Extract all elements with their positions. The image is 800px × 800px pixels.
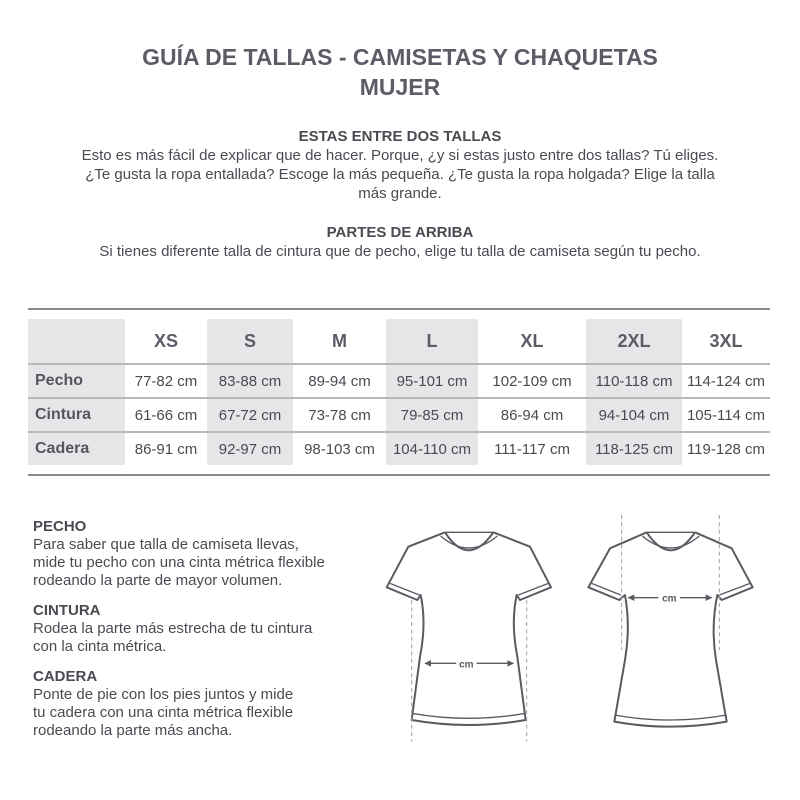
- size-header: 3XL: [709, 330, 743, 351]
- tshirt-chest-diagram: [587, 515, 754, 728]
- page-title: GUÍA DE TALLAS - CAMISETAS Y CHAQUETAS M…: [142, 44, 658, 100]
- divider: [28, 308, 770, 310]
- table-row: Cadera 86-91 cm 92-97 cm 98-103 cm 104-1…: [28, 431, 770, 465]
- table-header: XS S M L XL 2XL 3XL: [28, 319, 770, 364]
- table-row: Cintura 61-66 cm 67-72 cm 73-78 cm 79-85…: [28, 397, 770, 432]
- size-header: XS: [153, 330, 178, 351]
- between-sizes-section: ESTAS ENTRE DOS TALLAS Esto es más fácil…: [40, 127, 760, 203]
- size-table: XS S M L XL 2XL 3XL Pecho 77-82 cm 83-88…: [28, 319, 770, 465]
- divider: [28, 474, 770, 476]
- size-header: M: [332, 330, 347, 351]
- section-heading: ESTAS ENTRE DOS TALLAS: [298, 128, 502, 145]
- chest-cm-label: cm: [662, 594, 677, 605]
- section-heading: PARTES DE ARRIBA: [326, 224, 474, 241]
- size-header: XL: [520, 330, 544, 351]
- hip-cm-label: cm: [459, 659, 474, 670]
- size-header: 2XL: [586, 319, 682, 364]
- corner-cell: [28, 319, 125, 364]
- tshirt-diagrams: cm cm: [385, 515, 754, 742]
- measure-instructions: PECHO Para saber que talla de camiseta l…: [33, 518, 325, 739]
- tops-section: PARTES DE ARRIBA Si tienes diferente tal…: [40, 223, 760, 261]
- size-header: S: [207, 319, 293, 364]
- tshirt-hip-diagram: [385, 531, 552, 742]
- size-header: L: [386, 319, 478, 364]
- table-row: Pecho 77-82 cm 83-88 cm 89-94 cm 95-101 …: [28, 363, 770, 398]
